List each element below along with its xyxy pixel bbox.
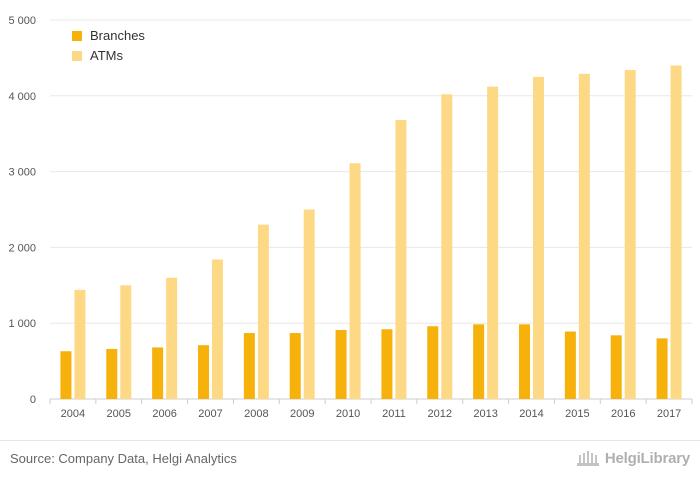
legend: Branches ATMs xyxy=(72,28,145,63)
bar-atms[interactable] xyxy=(166,277,178,399)
logo-text: HelgiLibrary xyxy=(604,449,690,467)
y-tick-label: 5 000 xyxy=(8,15,36,27)
bar-branches[interactable] xyxy=(381,329,393,399)
bar-branches[interactable] xyxy=(335,330,347,399)
x-tick-label: 2007 xyxy=(198,408,222,420)
bar-branches[interactable] xyxy=(289,333,301,399)
x-tick-label: 2004 xyxy=(61,408,85,420)
bar-branches[interactable] xyxy=(106,348,118,399)
footer: Source: Company Data, Helgi Analytics He… xyxy=(0,440,700,483)
bar-atms[interactable] xyxy=(578,73,590,400)
grid-layer xyxy=(50,19,692,400)
legend-label-atms: ATMs xyxy=(90,48,123,63)
bar-branches[interactable] xyxy=(60,351,72,399)
x-tick-label: 2015 xyxy=(565,408,589,420)
bar-branches[interactable] xyxy=(243,333,255,399)
legend-swatch-branches xyxy=(72,31,82,41)
x-tick-label: 2017 xyxy=(657,408,681,420)
x-tick-label: 2005 xyxy=(107,408,131,420)
x-tick-label: 2010 xyxy=(336,408,360,420)
x-tick-label: 2012 xyxy=(428,408,452,420)
bar-branches[interactable] xyxy=(610,335,622,399)
bar-atms[interactable] xyxy=(212,259,223,399)
bar-branches[interactable] xyxy=(656,338,668,399)
helgi-library-logo[interactable]: HelgiLibrary xyxy=(576,449,690,467)
x-tick-label: 2011 xyxy=(382,408,406,420)
x-tick-label: 2009 xyxy=(290,408,314,420)
bar-branches[interactable] xyxy=(473,324,485,399)
y-tick-label: 2 000 xyxy=(8,242,36,254)
x-tick-label: 2014 xyxy=(519,408,543,420)
bar-branches[interactable] xyxy=(564,331,576,399)
x-tick-label: 2006 xyxy=(152,408,176,420)
bar-atms[interactable] xyxy=(670,65,682,399)
chart-area: 0 1 000 2 000 3 000 4 000 5 000 2004 2005 2006 20… xyxy=(8,15,693,420)
bar-atms[interactable] xyxy=(487,86,499,399)
bars-layer xyxy=(60,65,682,400)
y-tick-label: 0 xyxy=(30,394,36,406)
legend-label-branches: Branches xyxy=(90,28,145,43)
bar-atms[interactable] xyxy=(349,163,361,399)
bar-atms[interactable] xyxy=(624,70,636,399)
bar-atms[interactable] xyxy=(120,285,132,399)
bar-atms[interactable] xyxy=(395,120,407,399)
bar-branches[interactable] xyxy=(198,345,209,399)
bar-chart: 0 1 000 2 000 3 000 4 000 5 000 2004 2005 2006 20… xyxy=(8,15,693,420)
y-tick-label: 1 000 xyxy=(8,318,36,330)
y-tick-label: 4 000 xyxy=(8,91,36,103)
bar-atms[interactable] xyxy=(74,289,86,399)
bar-branches[interactable] xyxy=(519,324,530,399)
bar-atms[interactable] xyxy=(257,224,269,399)
x-tick-label: 2008 xyxy=(244,408,268,420)
source-note: Source: Company Data, Helgi Analytics xyxy=(10,451,237,466)
bar-atms[interactable] xyxy=(303,209,315,400)
bar-branches[interactable] xyxy=(427,326,439,399)
bar-atms[interactable] xyxy=(441,94,453,399)
axis-layer: 0 1 000 2 000 3 000 4 000 5 000 2004 2005 2006 20… xyxy=(8,15,693,420)
x-tick-label: 2013 xyxy=(473,408,497,420)
bar-atms[interactable] xyxy=(533,76,544,399)
bar-branches[interactable] xyxy=(152,347,164,399)
legend-swatch-atms xyxy=(72,51,82,61)
y-tick-label: 3 000 xyxy=(8,167,36,179)
library-building-icon xyxy=(576,451,599,466)
x-tick-label: 2016 xyxy=(611,408,635,420)
